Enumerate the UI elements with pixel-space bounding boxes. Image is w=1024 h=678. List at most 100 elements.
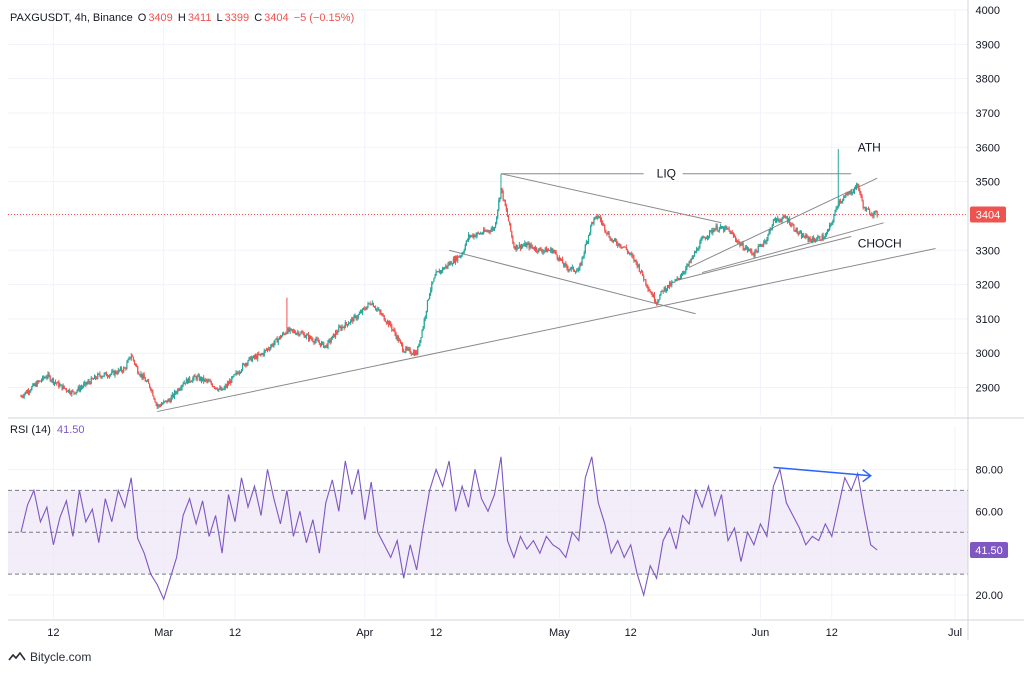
candle-body [778,219,780,221]
candle-body [320,342,323,346]
candle-body [821,235,823,241]
candle-body [603,223,605,225]
candle-body [606,232,608,234]
candle-body [596,215,598,219]
candle-body [773,218,776,220]
candle-body [746,247,749,251]
candle-body [342,326,344,328]
candle-body [591,221,593,226]
candle-body [786,217,789,222]
candle-body [285,333,287,335]
candle-body [666,285,669,290]
candle-body [413,351,416,356]
candle-body [806,234,808,237]
candle-body [827,230,830,232]
candle-body [338,326,340,332]
candle-body [792,224,794,226]
candle-body [768,231,770,235]
candle-body [543,250,545,252]
candle-body [594,217,596,219]
candle-body [847,194,849,196]
candle-body [424,316,426,320]
candle-body [158,404,160,406]
candle-body [393,329,395,331]
candle-body [799,232,802,234]
candle-body [49,375,51,381]
candle-body [137,366,139,374]
candle-body [102,375,104,377]
candle-body [352,318,354,322]
candle-body [32,384,34,387]
candle-body [171,394,173,398]
candle-body [795,228,797,232]
candle-body [817,237,819,240]
candle-body [433,278,435,282]
candle-body [733,235,736,237]
candle-body [421,330,423,338]
candle-body [661,290,663,292]
candle-body [616,241,618,245]
candle-body [163,401,165,404]
candle-body [439,270,442,274]
candle-body [848,192,850,195]
candle-body [272,344,274,346]
candle-body [96,378,98,380]
candle-body [612,240,615,242]
candle-body [759,244,762,247]
candle-body [613,238,616,241]
candle-body [706,237,709,239]
candle-body [140,373,142,376]
candle-body [286,333,288,335]
candle-body [561,258,564,264]
candle-body [650,292,652,294]
candle-body [400,342,403,345]
candle-body [785,217,787,219]
rsi-value-tag-label: 41.50 [975,545,1003,557]
candle-body [747,249,750,251]
candle-body [314,340,316,343]
candle-body [757,246,759,253]
candle-body [114,371,116,376]
candle-body [113,370,115,376]
candle-body [476,232,478,235]
candle-body [315,338,317,341]
candle-body [240,369,243,372]
candle-body [156,403,158,407]
candle-body [184,382,186,384]
candle-body [236,372,238,374]
candle-body [872,214,874,216]
candle-body [542,251,544,253]
candle-body [605,230,607,233]
candle-body [643,275,645,280]
candle-body [590,225,592,233]
candle-body [40,380,43,382]
candle-body [319,343,322,346]
candle-body [394,330,396,334]
candle-body [311,338,313,340]
candle-body [64,388,66,390]
candle-body [630,253,632,255]
candle-body [276,338,278,343]
candle-body [326,345,328,348]
candle-body [270,346,272,350]
candle-body [22,396,24,398]
candle-body [161,403,164,405]
candle-body [480,233,483,235]
candle-body [517,247,519,249]
candle-body [724,226,726,232]
candle-body [533,248,536,250]
candle-body [229,380,231,384]
candle-body [350,319,352,323]
candle-body [726,227,728,229]
candle-body [555,251,557,255]
price-tick-label: 3200 [976,280,1000,292]
candle-body [155,402,157,404]
candle-body [639,271,642,273]
candle-body [193,375,195,379]
candle-body [414,351,417,356]
candle-body [826,230,829,234]
candle-body [357,314,359,318]
candle-body [47,373,49,377]
candle-body [153,396,155,399]
